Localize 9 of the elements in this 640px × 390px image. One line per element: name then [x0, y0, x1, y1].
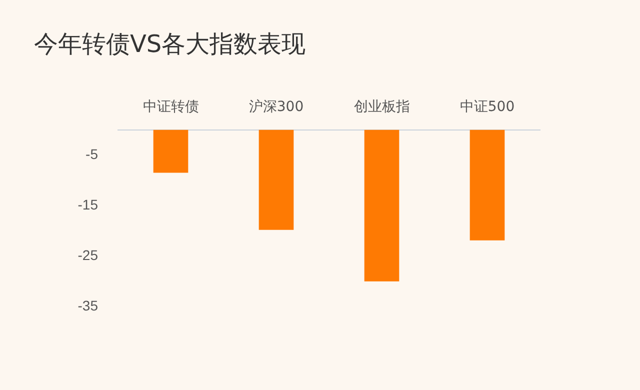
- y-tick-label: -35: [78, 297, 98, 314]
- x-tick-label: 创业板指: [354, 99, 410, 116]
- x-tick-label: 中证500: [460, 99, 515, 116]
- x-tick-label: 沪深300: [248, 99, 304, 116]
- y-tick-label: -15: [78, 196, 98, 212]
- chart-title: 今年转债VS各大指数表现: [34, 29, 306, 60]
- x-tick-label: 中证转债: [142, 99, 199, 116]
- y-tick-label: -25: [78, 246, 98, 263]
- y-tick-label: -5: [86, 146, 98, 162]
